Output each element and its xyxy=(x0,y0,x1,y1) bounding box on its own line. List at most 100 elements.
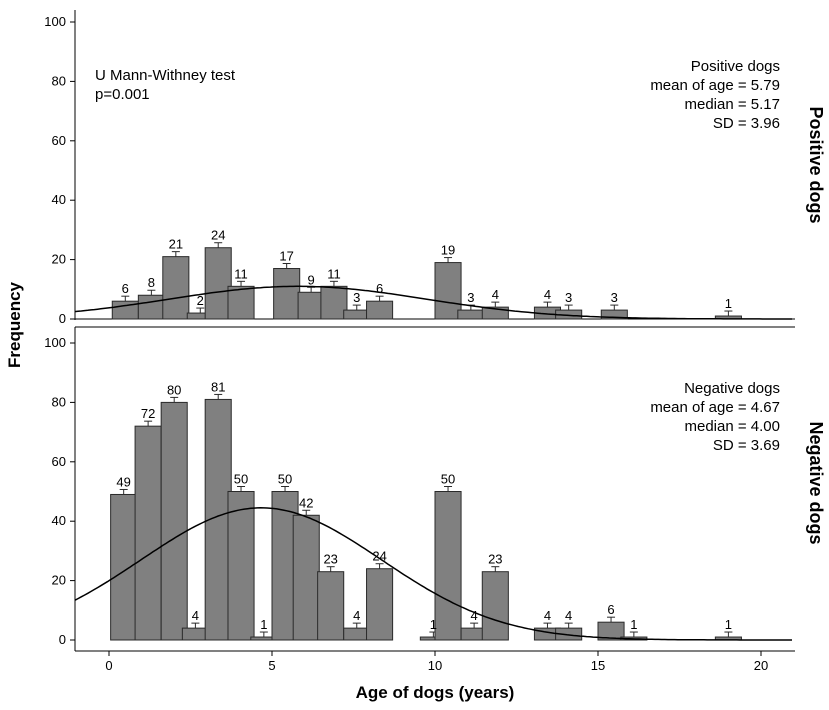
x-tick-label-5: 5 xyxy=(268,658,275,673)
y-tick-label-positive-40: 40 xyxy=(52,192,66,207)
test-name-text: U Mann-Withney test xyxy=(95,67,236,84)
bar-label-negative-6: 1 xyxy=(260,617,267,632)
x-tick-label-0: 0 xyxy=(105,658,112,673)
y-tick-label-positive-20: 20 xyxy=(52,252,66,267)
positive-stats-title: Positive dogs xyxy=(691,58,780,75)
bar-label-negative-18: 6 xyxy=(607,602,614,617)
bar-positive-12 xyxy=(457,309,485,320)
bar-label-negative-7: 50 xyxy=(278,472,292,487)
bar-label-positive-0: 6 xyxy=(122,281,129,296)
negative-stats-sd: SD = 3.69 xyxy=(713,437,780,454)
bar-positive-11 xyxy=(434,262,462,320)
bar-label-negative-4: 81 xyxy=(211,379,225,394)
positive-side-title: Positive dogs xyxy=(806,106,826,223)
y-tick-label-positive-0: 0 xyxy=(59,311,66,326)
x-tick-label-20: 20 xyxy=(754,658,768,673)
p-value-text: p=0.001 xyxy=(95,86,150,103)
bar-label-negative-16: 4 xyxy=(544,608,551,623)
bar-label-positive-4: 24 xyxy=(211,228,225,243)
bar-negative-3 xyxy=(181,627,209,641)
bar-label-positive-17: 1 xyxy=(725,296,732,311)
bar-negative-15 xyxy=(481,571,509,641)
bar-label-positive-13: 4 xyxy=(492,287,499,302)
bar-label-negative-13: 50 xyxy=(441,472,455,487)
bar-label-positive-11: 19 xyxy=(441,243,455,258)
bar-label-negative-15: 23 xyxy=(488,552,502,567)
panel-negative-bars xyxy=(110,393,742,641)
y-tick-label-negative-80: 80 xyxy=(52,394,66,409)
x-axis-title: Age of dogs (years) xyxy=(356,683,515,702)
positive-stats-median: median = 5.17 xyxy=(685,96,781,113)
bar-positive-4 xyxy=(204,247,232,320)
bar-negative-11 xyxy=(366,568,394,641)
bar-label-negative-9: 23 xyxy=(323,552,337,567)
bar-positive-2 xyxy=(162,256,190,320)
bar-label-positive-14: 4 xyxy=(544,287,551,302)
bar-label-negative-1: 72 xyxy=(141,406,155,421)
bar-positive-1 xyxy=(137,294,165,320)
panel-negative: 0 20 40 60 80 100 49 72 80 4 81 50 1 50 42 23 4 24 1 50 4 23… xyxy=(44,327,826,652)
y-tick-label-positive-100: 100 xyxy=(44,14,66,29)
x-tick-label-10: 10 xyxy=(428,658,442,673)
bar-negative-9 xyxy=(317,571,345,641)
bar-positive-5 xyxy=(227,285,255,320)
bar-label-positive-15: 3 xyxy=(565,290,572,305)
bar-label-positive-7: 9 xyxy=(308,272,315,287)
panel-positive-bars xyxy=(111,242,742,320)
bar-label-negative-2: 80 xyxy=(167,382,181,397)
bar-label-negative-11: 24 xyxy=(372,549,386,564)
bar-label-negative-17: 4 xyxy=(565,608,572,623)
bar-label-positive-10: 6 xyxy=(376,281,383,296)
negative-side-title: Negative dogs xyxy=(806,421,826,544)
x-axis-ticks: 0 5 10 15 20 xyxy=(105,651,768,673)
panel-negative-normal-curve xyxy=(74,507,792,641)
bar-positive-10 xyxy=(366,300,394,320)
bar-negative-1 xyxy=(134,425,162,641)
bar-label-negative-12: 1 xyxy=(430,617,437,632)
positive-stats-mean: mean of age = 5.79 xyxy=(650,77,780,94)
bar-label-negative-0: 49 xyxy=(116,474,130,489)
bar-label-positive-8: 11 xyxy=(327,266,341,281)
negative-stats-mean: mean of age = 4.67 xyxy=(650,399,780,416)
bar-label-positive-9: 3 xyxy=(353,290,360,305)
bar-label-negative-20: 1 xyxy=(725,617,732,632)
bar-label-negative-5: 50 xyxy=(234,472,248,487)
bar-label-positive-12: 3 xyxy=(467,290,474,305)
bar-label-positive-5: 11 xyxy=(234,266,248,281)
y-tick-label-negative-100: 100 xyxy=(44,335,66,350)
y-axis-title: Frequency xyxy=(5,281,24,368)
bar-label-positive-16: 3 xyxy=(611,290,618,305)
bar-label-positive-3: 2 xyxy=(197,293,204,308)
bar-positive-7 xyxy=(297,291,325,320)
bar-label-negative-19: 1 xyxy=(630,617,637,632)
y-tick-label-negative-60: 60 xyxy=(52,454,66,469)
bar-label-negative-14: 4 xyxy=(471,608,478,623)
y-tick-label-negative-0: 0 xyxy=(59,632,66,647)
bar-negative-8 xyxy=(292,514,320,641)
panel-negative-y-ticks: 0 20 40 60 80 100 xyxy=(44,335,75,647)
bar-negative-5 xyxy=(227,491,255,641)
bar-positive-6 xyxy=(273,268,301,320)
bar-label-positive-1: 8 xyxy=(148,275,155,290)
panel-positive-normal-curve xyxy=(74,285,792,320)
y-tick-label-positive-80: 80 xyxy=(52,73,66,88)
y-tick-label-negative-20: 20 xyxy=(52,573,66,588)
bar-label-negative-3: 4 xyxy=(192,608,199,623)
panel-positive-y-ticks: 0 20 40 60 80 100 xyxy=(44,14,75,326)
y-tick-label-negative-40: 40 xyxy=(52,513,66,528)
bar-negative-13 xyxy=(434,491,462,641)
x-tick-label-15: 15 xyxy=(591,658,605,673)
bar-negative-10 xyxy=(343,627,371,641)
bar-label-positive-2: 21 xyxy=(169,237,183,252)
negative-stats-title: Negative dogs xyxy=(684,380,780,397)
bar-positive-8 xyxy=(320,285,348,320)
negative-stats-median: median = 4.00 xyxy=(685,418,781,435)
y-tick-label-positive-60: 60 xyxy=(52,133,66,148)
bar-negative-0 xyxy=(110,493,138,641)
bar-positive-9 xyxy=(343,309,371,320)
